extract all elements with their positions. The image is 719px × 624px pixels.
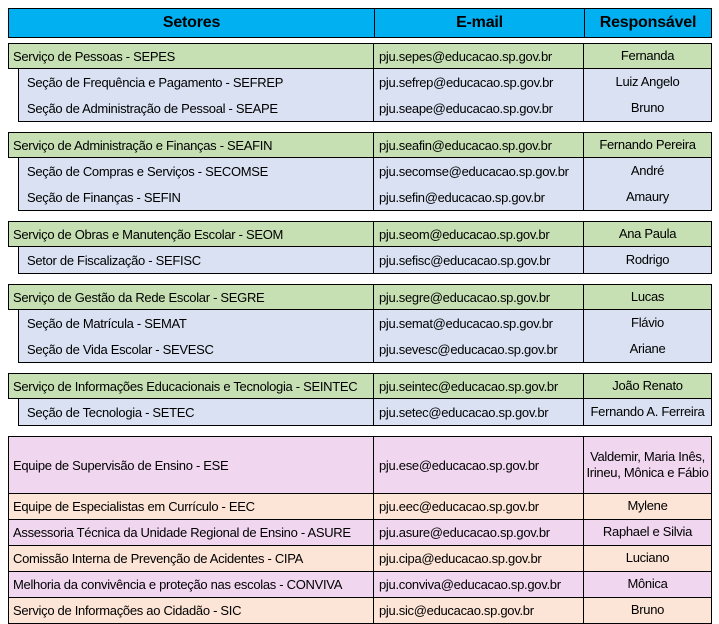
table-row: Serviço de Informações ao Cidadão - SIC … xyxy=(9,597,711,623)
service-group: Serviço de Informações Educacionais e Te… xyxy=(8,373,712,426)
responsible-cell: Flávio xyxy=(631,314,664,330)
sub-sections: Seção de Matrícula - SEMAT pju.semat@edu… xyxy=(18,310,712,363)
email-cell: pju.sefisc@educacao.sp.gov.br xyxy=(374,247,584,273)
service-group: Serviço de Obras e Manutenção Escolar - … xyxy=(8,221,712,274)
email-cell: pju.sepes@educacao.sp.gov.br xyxy=(374,44,584,68)
responsible-cell: Valdemir, Maria Inês, Irineu, Mônica e F… xyxy=(586,448,709,480)
table-row: Serviço de Pessoas - SEPES pju.sepes@edu… xyxy=(8,43,712,69)
sector-cell: Seção de Compras e Serviços - SECOMSE xyxy=(19,158,374,184)
email-cell: pju.setec@educacao.sp.gov.br xyxy=(374,399,584,425)
teams-block: Equipe de Supervisão de Ensino - ESE pju… xyxy=(8,436,712,624)
email-cell: pju.cipa@educacao.sp.gov.br xyxy=(374,546,584,571)
responsible-cell: Luciano xyxy=(625,550,670,566)
email-cell: pju.seafin@educacao.sp.gov.br xyxy=(374,133,584,157)
responsible-cell: Fernando Pereira xyxy=(599,136,696,152)
sector-cell: Serviço de Informações ao Cidadão - SIC xyxy=(9,598,374,623)
sub-sections: Seção de Frequência e Pagamento - SEFREP… xyxy=(18,69,712,122)
email-cell: pju.sevesc@educacao.sp.gov.br xyxy=(374,336,584,362)
responsible-cell: Bruno xyxy=(630,602,665,618)
sector-cell: Melhoria da convivência e proteção nas e… xyxy=(9,572,374,597)
table-row: Seção de Matrícula - SEMAT pju.semat@edu… xyxy=(19,310,711,336)
sector-cell: Seção de Vida Escolar - SEVESC xyxy=(19,336,374,362)
sub-sections: Seção de Compras e Serviços - SECOMSE pj… xyxy=(18,158,712,211)
email-cell: pju.sefin@educacao.sp.gov.br xyxy=(374,184,584,210)
sector-cell: Serviço de Administração e Finanças - SE… xyxy=(9,133,374,157)
responsible-cell: Lucas xyxy=(630,288,665,304)
email-cell: pju.seom@educacao.sp.gov.br xyxy=(374,222,584,246)
sector-cell: Seção de Frequência e Pagamento - SEFREP xyxy=(19,69,374,95)
email-cell: pju.sefrep@educacao.sp.gov.br xyxy=(374,69,584,95)
table-row: Serviço de Obras e Manutenção Escolar - … xyxy=(8,221,712,247)
service-group: Serviço de Pessoas - SEPES pju.sepes@edu… xyxy=(8,43,712,122)
table-row: Seção de Vida Escolar - SEVESC pju.seves… xyxy=(19,336,711,362)
contacts-table: Setores E-mail Responsável Serviço de Pe… xyxy=(8,8,712,624)
sector-cell: Equipe de Especialistas em Currículo - E… xyxy=(9,494,374,519)
email-cell: pju.seintec@educacao.sp.gov.br xyxy=(374,374,584,398)
email-cell: pju.ese@educacao.sp.gov.br xyxy=(374,437,584,493)
table-row: Assessoria Técnica da Unidade Regional d… xyxy=(9,519,711,545)
sector-cell: Serviço de Informações Educacionais e Te… xyxy=(9,374,374,398)
table-row: Seção de Finanças - SEFIN pju.sefin@educ… xyxy=(19,184,711,210)
column-header-setores: Setores xyxy=(9,9,375,37)
sector-cell: Equipe de Supervisão de Ensino - ESE xyxy=(9,437,374,493)
sector-cell: Seção de Tecnologia - SETEC xyxy=(19,399,374,425)
responsible-cell: Ana Paula xyxy=(618,225,677,241)
table-row: Seção de Frequência e Pagamento - SEFREP… xyxy=(19,69,711,95)
table-row: Seção de Compras e Serviços - SECOMSE pj… xyxy=(19,158,711,184)
sub-sections: Setor de Fiscalização - SEFISC pju.sefis… xyxy=(18,247,712,274)
email-cell: pju.seape@educacao.sp.gov.br xyxy=(374,95,584,121)
email-cell: pju.sic@educacao.sp.gov.br xyxy=(374,598,584,623)
sector-cell: Serviço de Pessoas - SEPES xyxy=(9,44,374,68)
responsible-cell: Luiz Angelo xyxy=(615,73,680,89)
column-header-email: E-mail xyxy=(375,9,585,37)
responsible-cell: João Renato xyxy=(612,377,683,393)
email-cell: pju.asure@educacao.sp.gov.br xyxy=(374,520,584,545)
responsible-cell: Rodrigo xyxy=(625,251,670,267)
sector-cell: Comissão Interna de Prevenção de Acident… xyxy=(9,546,374,571)
table-row: Comissão Interna de Prevenção de Acident… xyxy=(9,545,711,571)
responsible-cell: Bruno xyxy=(630,99,665,115)
responsible-cell: Mônica xyxy=(627,576,668,592)
table-row: Serviço de Informações Educacionais e Te… xyxy=(8,373,712,399)
email-cell: pju.conviva@educacao.sp.gov.br xyxy=(374,572,584,597)
responsible-cell: Raphael e Silvia xyxy=(602,524,693,540)
column-header-responsavel: Responsável xyxy=(599,14,697,31)
responsible-cell: Amaury xyxy=(626,188,669,204)
sector-cell: Serviço de Gestão da Rede Escolar - SEGR… xyxy=(9,285,374,309)
email-cell: pju.eec@educacao.sp.gov.br xyxy=(374,494,584,519)
table-row: Melhoria da convivência e proteção nas e… xyxy=(9,571,711,597)
responsible-cell: Ariane xyxy=(629,340,666,356)
sector-cell: Seção de Matrícula - SEMAT xyxy=(19,310,374,336)
responsible-cell: Mylene xyxy=(627,498,668,514)
table-row: Seção de Tecnologia - SETEC pju.setec@ed… xyxy=(19,399,711,425)
sector-cell: Seção de Finanças - SEFIN xyxy=(19,184,374,210)
table-row: Setor de Fiscalização - SEFISC pju.sefis… xyxy=(19,247,711,273)
table-row: Serviço de Administração e Finanças - SE… xyxy=(8,132,712,158)
sector-cell: Assessoria Técnica da Unidade Regional d… xyxy=(9,520,374,545)
service-group: Serviço de Administração e Finanças - SE… xyxy=(8,132,712,211)
table-row: Seção de Administração de Pessoal - SEAP… xyxy=(19,95,711,121)
table-row: Equipe de Especialistas em Currículo - E… xyxy=(9,493,711,519)
table-row: Serviço de Gestão da Rede Escolar - SEGR… xyxy=(8,284,712,310)
service-group: Serviço de Gestão da Rede Escolar - SEGR… xyxy=(8,284,712,363)
service-groups: Serviço de Pessoas - SEPES pju.sepes@edu… xyxy=(8,43,712,426)
email-cell: pju.segre@educacao.sp.gov.br xyxy=(374,285,584,309)
sector-cell: Serviço de Obras e Manutenção Escolar - … xyxy=(9,222,374,246)
email-cell: pju.semat@educacao.sp.gov.br xyxy=(374,310,584,336)
sector-cell: Seção de Administração de Pessoal - SEAP… xyxy=(19,95,374,121)
table-header: Setores E-mail Responsável xyxy=(8,8,712,38)
sub-sections: Seção de Tecnologia - SETEC pju.setec@ed… xyxy=(18,399,712,426)
responsible-cell: André xyxy=(630,162,665,178)
responsible-cell: Fernando A. Ferreira xyxy=(590,403,705,419)
email-cell: pju.secomse@educacao.sp.gov.br xyxy=(374,158,584,184)
table-row: Equipe de Supervisão de Ensino - ESE pju… xyxy=(9,437,711,493)
sector-cell: Setor de Fiscalização - SEFISC xyxy=(19,247,374,273)
responsible-cell: Fernanda xyxy=(620,47,675,63)
